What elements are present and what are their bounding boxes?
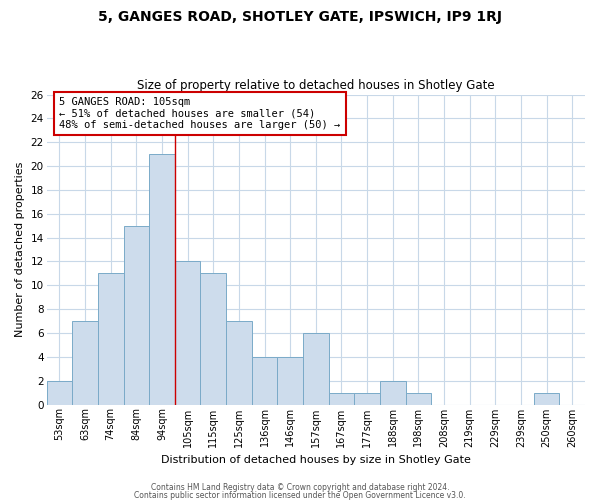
Text: 5 GANGES ROAD: 105sqm
← 51% of detached houses are smaller (54)
48% of semi-deta: 5 GANGES ROAD: 105sqm ← 51% of detached … <box>59 97 341 130</box>
Title: Size of property relative to detached houses in Shotley Gate: Size of property relative to detached ho… <box>137 79 494 92</box>
Bar <box>277 357 303 405</box>
Bar <box>149 154 175 405</box>
Text: Contains public sector information licensed under the Open Government Licence v3: Contains public sector information licen… <box>134 490 466 500</box>
Bar <box>251 357 277 405</box>
Bar <box>200 274 226 404</box>
Bar <box>175 262 200 404</box>
Text: Contains HM Land Registry data © Crown copyright and database right 2024.: Contains HM Land Registry data © Crown c… <box>151 484 449 492</box>
Bar <box>72 321 98 404</box>
Bar <box>226 321 251 404</box>
Bar <box>47 380 72 404</box>
Bar <box>380 380 406 404</box>
X-axis label: Distribution of detached houses by size in Shotley Gate: Distribution of detached houses by size … <box>161 455 471 465</box>
Bar <box>303 333 329 404</box>
Bar <box>534 392 559 404</box>
Bar <box>406 392 431 404</box>
Text: 5, GANGES ROAD, SHOTLEY GATE, IPSWICH, IP9 1RJ: 5, GANGES ROAD, SHOTLEY GATE, IPSWICH, I… <box>98 10 502 24</box>
Y-axis label: Number of detached properties: Number of detached properties <box>15 162 25 337</box>
Bar <box>354 392 380 404</box>
Bar <box>329 392 354 404</box>
Bar <box>98 274 124 404</box>
Bar <box>124 226 149 404</box>
